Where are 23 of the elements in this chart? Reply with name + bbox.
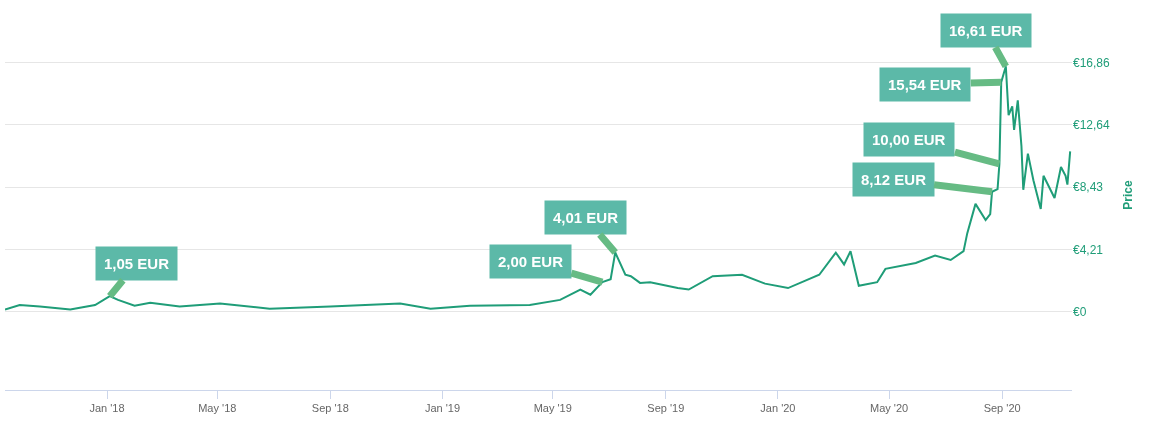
annotation: 16,61 EUR	[949, 22, 1023, 39]
x-tick-label: Sep '20	[983, 402, 1021, 415]
x-tick-label: Jan '19	[424, 402, 461, 415]
annotation: 1,05 EUR	[104, 255, 170, 272]
x-tick-label: May '19	[533, 402, 572, 415]
annotation: 15,54 EUR	[888, 76, 962, 93]
x-tick-label: May '18	[198, 402, 237, 415]
y-tick-label: €8,43	[1073, 180, 1104, 195]
line-series	[5, 65, 1072, 311]
x-tick-label: Jan '18	[89, 402, 125, 415]
y-tick-label: €4,21	[1073, 242, 1104, 257]
y-tick-label: €0	[1073, 304, 1087, 319]
y-tick-label: €16,86	[1073, 55, 1111, 70]
annotation: 2,00 EUR	[498, 253, 564, 270]
annotation: 8,12 EUR	[861, 171, 927, 188]
annotation: 4,01 EUR	[553, 209, 619, 226]
x-tick-label: Jan '20	[760, 402, 796, 415]
x-tick-label: Sep '19	[647, 402, 685, 415]
y-tick-label: €12,64	[1073, 118, 1111, 133]
x-tick-label: May '20	[870, 402, 909, 415]
annotation: 10,00 EUR	[872, 131, 946, 148]
y-axis-title: Price	[1120, 180, 1135, 210]
x-tick-label: Sep '18	[311, 402, 349, 415]
